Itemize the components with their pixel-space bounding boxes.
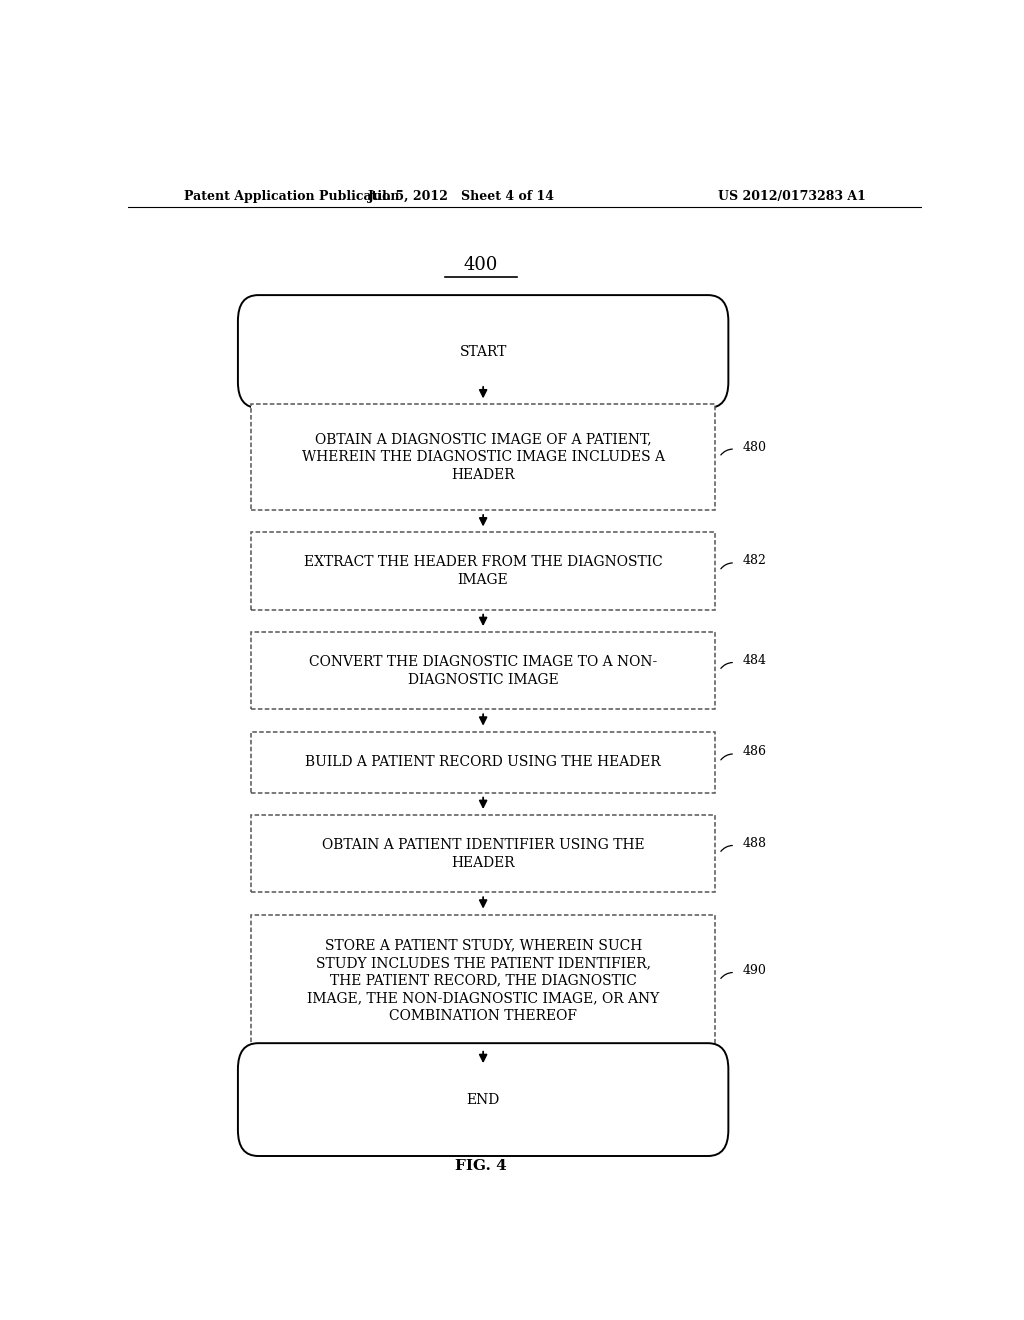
Text: START: START bbox=[460, 345, 507, 359]
FancyBboxPatch shape bbox=[251, 814, 715, 892]
Text: 486: 486 bbox=[743, 746, 767, 759]
Text: 480: 480 bbox=[743, 441, 767, 454]
FancyBboxPatch shape bbox=[238, 1043, 728, 1156]
Text: EXTRACT THE HEADER FROM THE DIAGNOSTIC
IMAGE: EXTRACT THE HEADER FROM THE DIAGNOSTIC I… bbox=[304, 556, 663, 587]
Text: 482: 482 bbox=[743, 554, 767, 568]
Text: CONVERT THE DIAGNOSTIC IMAGE TO A NON-
DIAGNOSTIC IMAGE: CONVERT THE DIAGNOSTIC IMAGE TO A NON- D… bbox=[309, 655, 657, 686]
Text: US 2012/0173283 A1: US 2012/0173283 A1 bbox=[718, 190, 866, 202]
Text: OBTAIN A DIAGNOSTIC IMAGE OF A PATIENT,
WHEREIN THE DIAGNOSTIC IMAGE INCLUDES A
: OBTAIN A DIAGNOSTIC IMAGE OF A PATIENT, … bbox=[302, 433, 665, 482]
Text: 484: 484 bbox=[743, 653, 767, 667]
FancyBboxPatch shape bbox=[251, 532, 715, 610]
Text: END: END bbox=[467, 1093, 500, 1106]
FancyBboxPatch shape bbox=[238, 296, 728, 408]
Text: 400: 400 bbox=[464, 256, 499, 275]
Text: FIG. 4: FIG. 4 bbox=[456, 1159, 507, 1172]
FancyBboxPatch shape bbox=[251, 632, 715, 709]
Text: Jul. 5, 2012   Sheet 4 of 14: Jul. 5, 2012 Sheet 4 of 14 bbox=[368, 190, 555, 202]
Text: 488: 488 bbox=[743, 837, 767, 850]
Text: OBTAIN A PATIENT IDENTIFIER USING THE
HEADER: OBTAIN A PATIENT IDENTIFIER USING THE HE… bbox=[322, 838, 644, 870]
Text: 490: 490 bbox=[743, 964, 767, 977]
FancyBboxPatch shape bbox=[251, 915, 715, 1047]
Text: STORE A PATIENT STUDY, WHEREIN SUCH
STUDY INCLUDES THE PATIENT IDENTIFIER,
THE P: STORE A PATIENT STUDY, WHEREIN SUCH STUD… bbox=[307, 939, 659, 1023]
FancyBboxPatch shape bbox=[251, 404, 715, 510]
Text: Patent Application Publication: Patent Application Publication bbox=[183, 190, 399, 202]
Text: BUILD A PATIENT RECORD USING THE HEADER: BUILD A PATIENT RECORD USING THE HEADER bbox=[305, 755, 662, 770]
FancyBboxPatch shape bbox=[251, 731, 715, 792]
